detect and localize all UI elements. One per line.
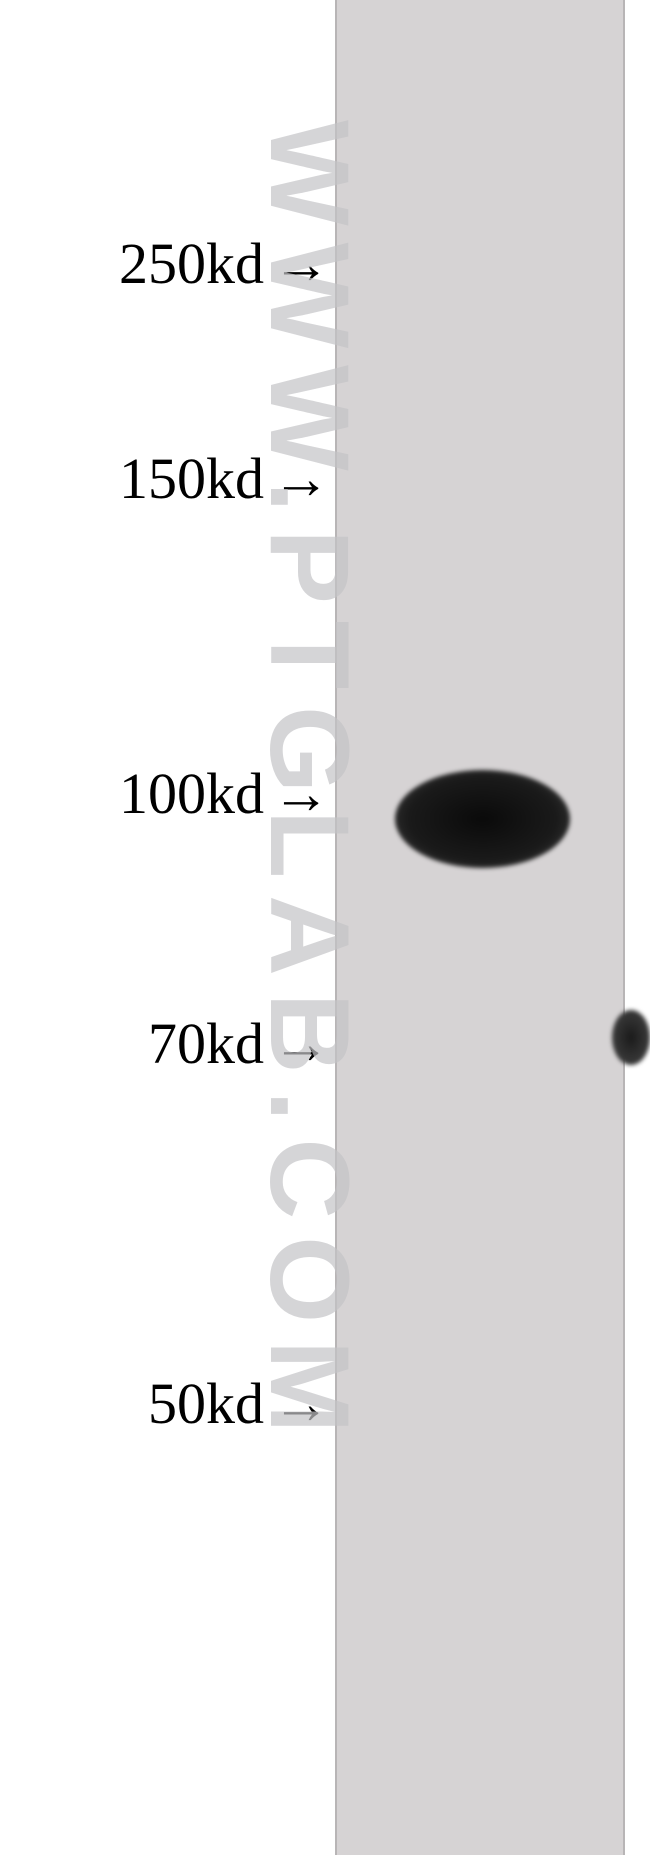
protein-band-main [395,770,570,868]
blot-lane [335,0,625,1855]
marker-label-text: 100kd [119,761,264,826]
watermark-text: WWW.PTGLAB.COM [245,120,374,1450]
marker-label-text: 250kd [119,231,264,296]
marker-label-text: 150kd [119,446,264,511]
protein-band-edge [612,1010,650,1065]
blot-container: WWW.PTGLAB.COM 250kd→ 150kd→ 100kd→ 70kd… [0,0,650,1855]
lane-border-right [623,0,625,1855]
